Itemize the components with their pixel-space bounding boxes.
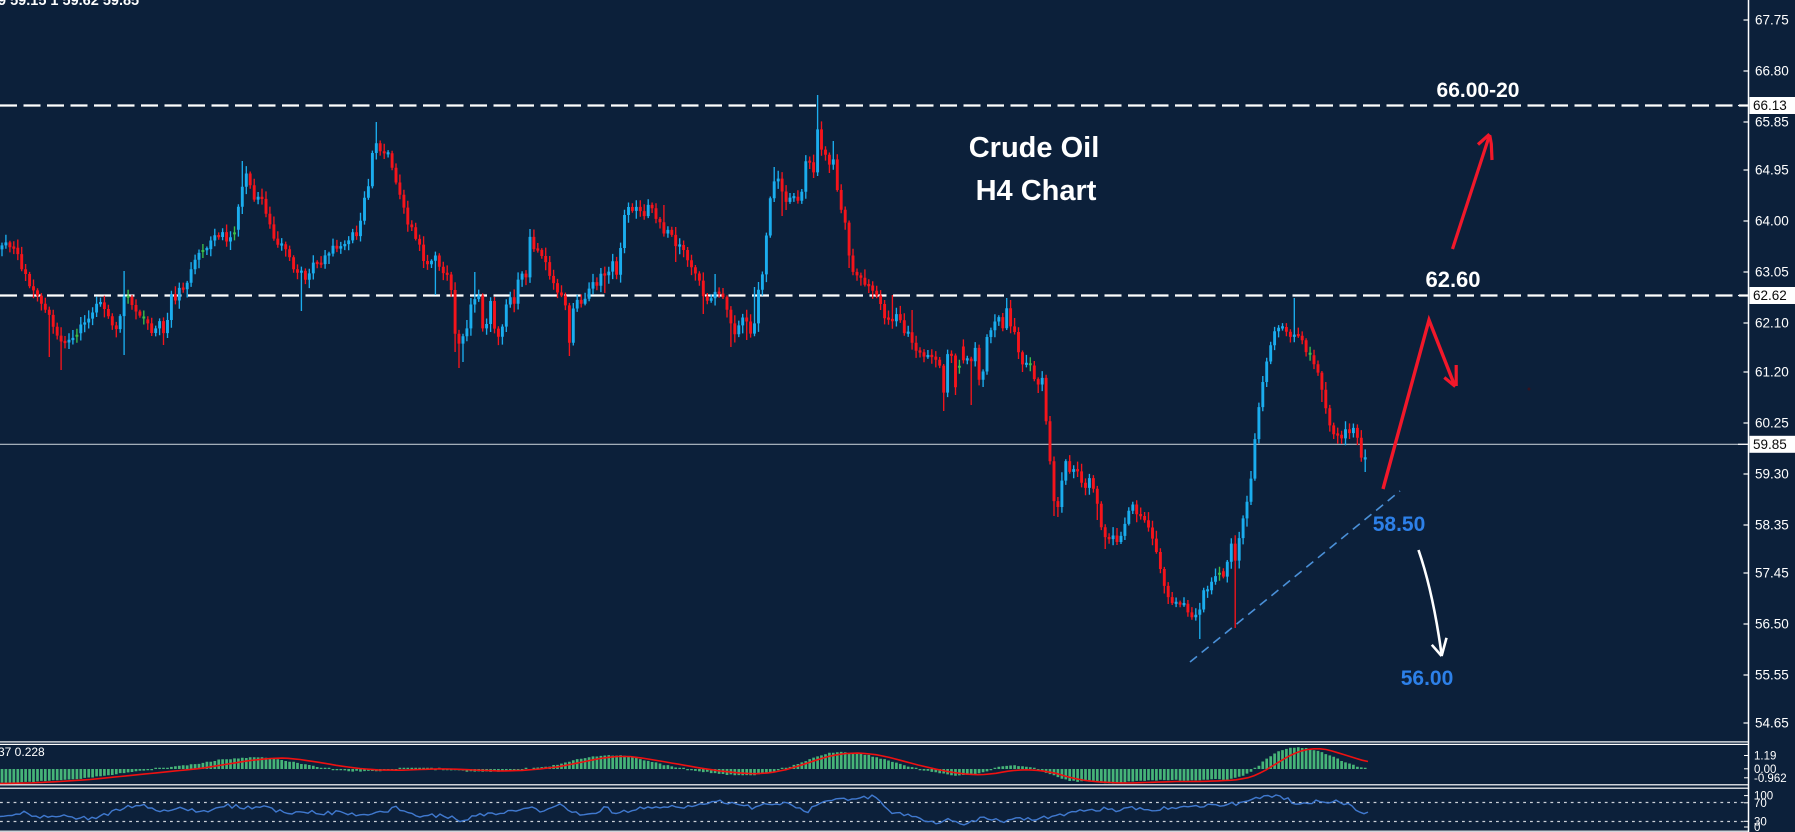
svg-text:62.10: 62.10 <box>1755 316 1789 331</box>
svg-text:60.25: 60.25 <box>1755 416 1789 431</box>
svg-text:65.85: 65.85 <box>1755 115 1789 130</box>
svg-text:61.20: 61.20 <box>1755 365 1789 380</box>
svg-text:59.85: 59.85 <box>1753 437 1787 452</box>
svg-text:66.80: 66.80 <box>1755 64 1789 79</box>
svg-text:63.05: 63.05 <box>1755 265 1789 280</box>
svg-text:37 0.228: 37 0.228 <box>0 745 45 759</box>
svg-text:62.62: 62.62 <box>1753 288 1787 303</box>
svg-text:1.19: 1.19 <box>1754 751 1776 763</box>
svg-text:58.50: 58.50 <box>1373 513 1426 536</box>
svg-text:66.00-20: 66.00-20 <box>1437 79 1520 102</box>
svg-text:30: 30 <box>1754 816 1767 828</box>
svg-text:62.60: 62.60 <box>1425 267 1480 292</box>
svg-text:0.00: 0.00 <box>1754 764 1776 776</box>
svg-text:56.50: 56.50 <box>1755 617 1789 632</box>
svg-text:64.95: 64.95 <box>1755 163 1789 178</box>
svg-text:67.75: 67.75 <box>1755 13 1789 28</box>
svg-text:70: 70 <box>1754 798 1767 810</box>
svg-text:66.13: 66.13 <box>1753 98 1787 113</box>
svg-text:100: 100 <box>1754 791 1773 803</box>
svg-text:-0.962: -0.962 <box>1754 773 1787 785</box>
svg-text:55.55: 55.55 <box>1755 668 1789 683</box>
svg-text:H4 Chart: H4 Chart <box>976 175 1097 207</box>
svg-text:Crude Oil: Crude Oil <box>969 132 1100 164</box>
svg-text:57.45: 57.45 <box>1755 566 1789 581</box>
svg-text:64.00: 64.00 <box>1755 214 1789 229</box>
svg-text:9 59.15 1 59.62 59.85: 9 59.15 1 59.62 59.85 <box>0 0 139 9</box>
svg-text:58.35: 58.35 <box>1755 518 1789 533</box>
svg-text:0: 0 <box>1754 822 1760 832</box>
svg-text:54.65: 54.65 <box>1755 716 1789 731</box>
svg-text:59.30: 59.30 <box>1755 467 1789 482</box>
svg-text:56.00: 56.00 <box>1401 667 1454 690</box>
